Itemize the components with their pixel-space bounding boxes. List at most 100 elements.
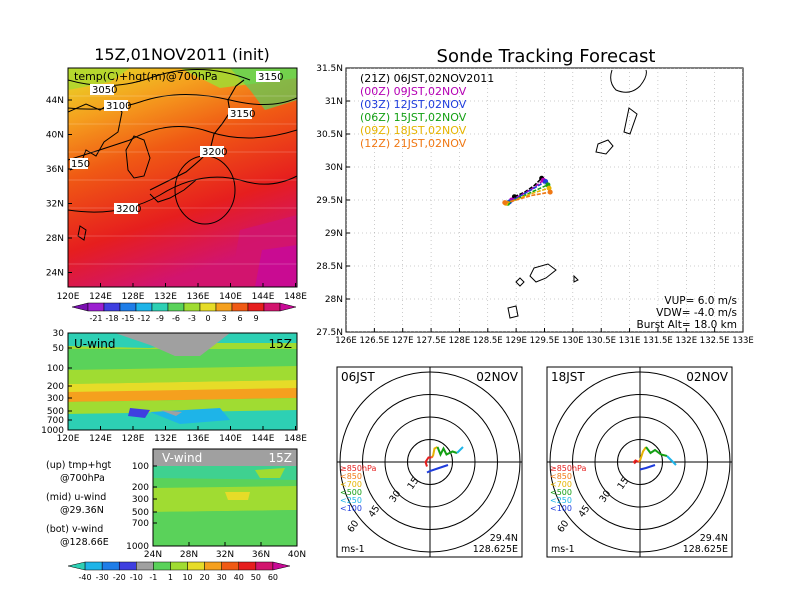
lat-tick-label: 27.5N [316,328,343,338]
hodograph-series [424,446,464,474]
colorbar-cell [183,302,201,312]
lon-tick-label: 132E [154,434,177,444]
colorbar-label: -20 [113,573,126,582]
note-mid-a: (mid) u-wind [46,492,106,503]
note-mid-b: @29.36N [60,505,104,516]
legend-entry: (21Z) 06JST,02NOV2011 [360,72,494,85]
hodo-lon: 128.625E [683,544,728,555]
lon-tick-label: 126E [335,336,357,346]
colorbar-cell [101,561,120,571]
lon-tick-label: 144E [252,292,275,302]
wind-colorbar: -40 -30 -20 -10 -1 1 10 20 30 40 50 60 [67,561,291,582]
colorbar-cell [87,302,105,312]
tracking-legend: (21Z) 06JST,02NOV2011 (00Z) 09JST,02NOV … [360,72,494,150]
hodo-time: 06JST [341,370,375,384]
tracking-coastlines [507,69,647,319]
vwind-lat-axis: 24N 28N 32N 36N 40N [144,542,306,560]
lat-tick-label: 31N [325,97,343,107]
colorbar-label: 40 [234,573,244,582]
track-start-point [502,200,508,206]
lat-tick-label: 29.5N [316,196,343,206]
legend-entry: (06Z) 15JST,02NOV [360,111,467,124]
colorbar-label: 20 [200,573,210,582]
colorbar-label: -9 [156,314,164,323]
colorbar-label: 50 [251,573,261,582]
temp-lat-axis: 44N 40N 36N 32N 28N 24N [46,96,72,279]
lon-tick-label: 120E [57,292,80,302]
uwind-label: U-wind [74,337,115,351]
colorbar-cell [255,561,274,571]
colorbar-label: 30 [217,573,227,582]
temp-panel-title: 15Z,01NOV2011 (init) [94,45,270,64]
hodo-legend-entry: <850 [340,472,362,481]
lat-tick-label: 36N [252,550,270,560]
pressure-tick-label: 30 [53,329,65,339]
colorbar-cell [238,561,257,571]
vwind-field [153,449,297,546]
contour-labels: 3050 3100 3150 3200 3200 150 3150 [70,71,283,215]
hodograph-1800: 18JST 02NOV 29.4N 128.625E ms-1 ≥850hPa … [546,366,733,558]
lon-tick-label: 120E [57,434,80,444]
hodo-segment [430,455,434,459]
lon-tick-label: 140E [219,292,242,302]
legend-entry: (00Z) 09JST,02NOV [360,85,467,98]
temp-lon-axis: 120E 124E 128E 132E 136E 140E 144E 148E [57,283,307,302]
contour-label: 150 [71,159,90,170]
hodo-segment [424,456,432,467]
colorbar-label: 0 [205,314,210,323]
tracking-panel: Sonde Tracking Forecast 31.5N 31N 30.5N 30N… [316,46,754,346]
colorbar-cell [119,302,137,312]
lon-tick-label: 126.5E [359,336,389,346]
vwind-time: 15Z [269,451,293,465]
param-vdw: VDW= -4.0 m/s [656,307,737,319]
colorbar-label: 10 [182,573,192,582]
note-up-b: @700hPa [60,473,105,484]
pressure-tick-label: 300 [132,495,149,505]
colorbar-label: -12 [137,314,150,323]
note-bot-b: @128.66E [60,537,109,548]
note-up-a: (up) tmp+hgt [46,460,112,471]
lat-tick-label: 29N [325,229,343,239]
track-line [504,191,551,204]
lon-tick-label: 124E [89,434,112,444]
hodo-segment [456,446,464,454]
pressure-tick-label: 1000 [41,426,64,436]
colorbar-label: -21 [89,314,102,323]
hodo-legend-entry: <700 [550,480,572,489]
lon-tick-label: 128E [122,292,145,302]
hodo-legend-entry: <850 [550,472,572,481]
hodo-segment [637,459,641,463]
lon-tick-label: 133E [732,336,754,346]
hodo-unit: ms-1 [551,544,575,555]
lon-tick-label: 127E [392,336,414,346]
hodograph-0600: 06JST 02NOV 29.4N 128.625E ms-1 ≥850hPa … [336,366,523,558]
hodo-legend: ≥850hPa <850 <700 <500 <250 <100 [340,464,377,513]
pressure-tick-label: 700 [47,416,64,426]
lon-tick-label: 132E [675,336,697,346]
colorbar-label: -15 [121,314,134,323]
colorbar-label: -6 [172,314,180,323]
contour-label: 3100 [106,101,131,112]
lon-tick-label: 132.5E [700,336,730,346]
colorbar-cell [215,302,233,312]
hodo-segment [426,464,449,474]
param-burst-alt: Burst Alt= 18.0 km [637,319,737,331]
colorbar-cell [263,302,281,312]
lat-tick-label: 30N [325,163,343,173]
lon-tick-label: 136E [187,434,210,444]
temp-field [68,68,297,287]
lon-tick-label: 127.5E [416,336,446,346]
hodo-unit: ms-1 [341,544,365,555]
lat-tick-label: 32N [216,550,234,560]
colorbar-label: -18 [105,314,118,323]
colorbar-cell [167,302,185,312]
lon-tick-label: 124E [89,292,112,302]
sonde-params: VUP= 6.0 m/s VDW= -4.0 m/s Burst Alt= 18… [637,295,737,331]
hodo-lat: 29.4N [700,533,728,544]
hodo-segment [639,464,656,471]
param-vup: VUP= 6.0 m/s [664,295,737,307]
tracking-series [502,175,553,206]
hodo-legend-entry: <100 [550,504,572,513]
